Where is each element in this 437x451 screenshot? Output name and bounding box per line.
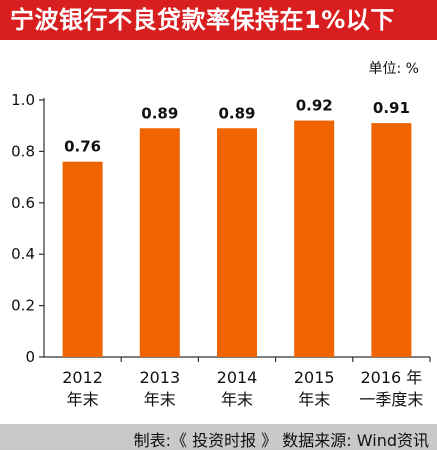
x-tick-label: 2014 bbox=[217, 368, 258, 387]
x-tick-label: 年末 bbox=[221, 390, 253, 409]
y-tick-label: 0.4 bbox=[11, 245, 35, 263]
bar bbox=[62, 161, 103, 357]
data-label: 0.91 bbox=[373, 99, 410, 117]
y-tick-label: 0.6 bbox=[11, 194, 35, 212]
bar bbox=[217, 128, 257, 357]
source-text: 制表:《 投资时报 》 数据来源: Wind资讯 bbox=[133, 431, 429, 450]
x-tick-label: 年末 bbox=[67, 390, 99, 409]
unit-label: 单位: % bbox=[368, 61, 419, 77]
y-tick-label: 0.8 bbox=[11, 142, 35, 160]
data-label: 0.92 bbox=[296, 97, 333, 115]
x-tick-label: 2015 bbox=[294, 368, 335, 387]
data-label: 0.89 bbox=[218, 104, 255, 122]
y-tick-label: 0.2 bbox=[11, 297, 35, 315]
source-bar: 制表:《 投资时报 》 数据来源: Wind资讯 bbox=[0, 424, 437, 450]
chart-title: 宁波银行不良贷款率保持在1%以下 bbox=[10, 6, 395, 34]
x-tick-label: 一季度末 bbox=[359, 390, 423, 409]
bar bbox=[371, 123, 412, 357]
y-tick-label: 0 bbox=[25, 348, 35, 366]
x-tick-label: 年末 bbox=[298, 390, 330, 409]
x-tick-label: 2016 年 bbox=[360, 368, 422, 387]
bar bbox=[139, 128, 180, 357]
x-tick-label: 2012 bbox=[62, 368, 103, 387]
data-label: 0.76 bbox=[64, 138, 101, 156]
x-tick-label: 年末 bbox=[144, 390, 176, 409]
bar-chart: 0 0.2 0.4 0.6 0.8 1.0 0.76 2012 年末 0.89 2013 年末 0.89… bbox=[11, 91, 431, 409]
bar bbox=[294, 120, 335, 357]
data-label: 0.89 bbox=[141, 104, 178, 122]
y-tick-label: 1.0 bbox=[11, 91, 35, 109]
title-bar: 宁波银行不良贷款率保持在1%以下 bbox=[0, 0, 437, 40]
x-tick-label: 2013 bbox=[139, 368, 180, 387]
